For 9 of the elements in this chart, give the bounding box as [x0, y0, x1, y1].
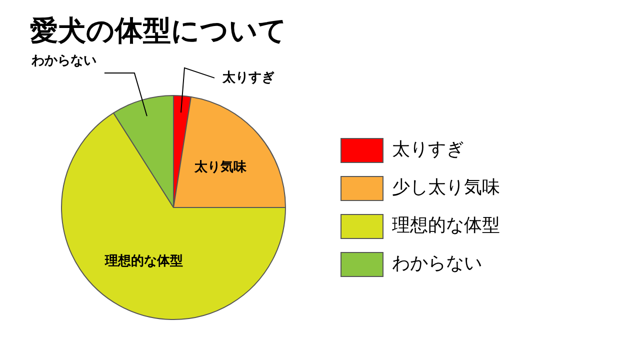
legend-label: わからない: [392, 253, 482, 274]
text: 太りすぎ: [221, 70, 274, 86]
text: 理想的な体型: [104, 252, 183, 269]
text: わからない: [30, 53, 96, 68]
legend-label: 少し太り気味: [392, 177, 500, 198]
legend-label: 理想的な体型: [392, 215, 500, 236]
text: 太り気味: [193, 160, 248, 175]
legend-label: 太りすぎ: [392, 139, 464, 160]
chart-title: 愛犬の体型について: [30, 13, 287, 49]
